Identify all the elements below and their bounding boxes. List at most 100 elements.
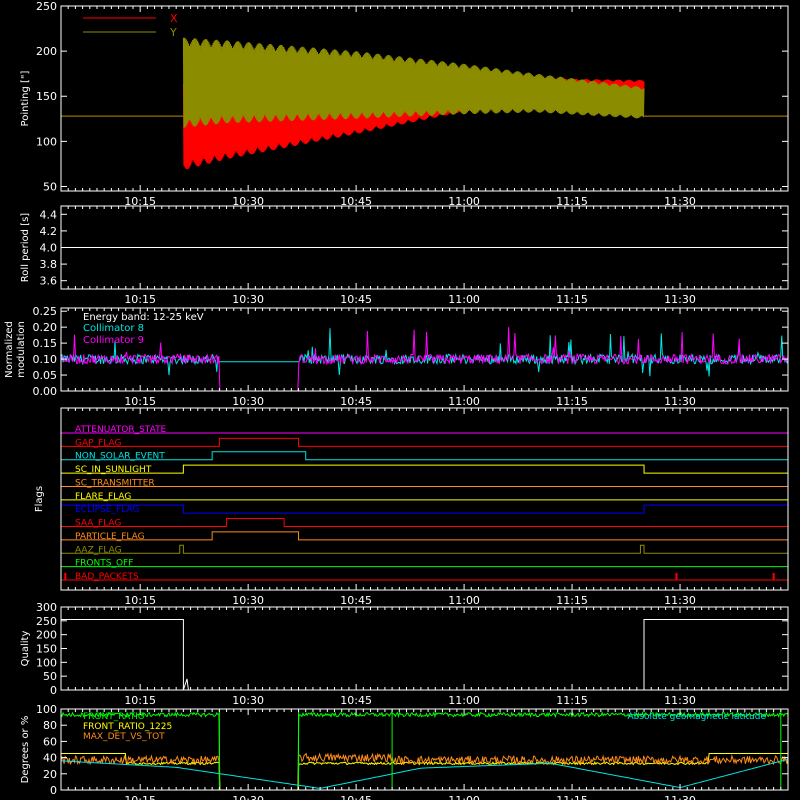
flag-label: BAD_PACKETS [75,572,139,582]
flag-label: GAP_FLAG [75,438,121,448]
x-tick-label: 11:15 [556,594,588,607]
legend-label: Collimator 9 [83,335,144,346]
axes-frame [60,5,789,192]
y-axis-label: Pointing ["] [20,70,31,126]
plot-area [61,37,788,170]
series-line [61,752,788,790]
y-tick-label: 0.20 [33,321,58,334]
x-tick-label: 11:30 [664,794,696,800]
y-tick-label: 0.00 [33,385,58,398]
plot-area [61,432,788,581]
series-line [61,711,788,790]
x-tick-label: 11:15 [556,293,588,306]
series-y-line [182,37,645,128]
x-tick-label: 11:00 [448,594,480,607]
x-tick-label: 10:15 [124,794,156,800]
x-tick-label: 11:00 [448,195,480,208]
flag-label: SC_TRANSMITTER [75,478,155,488]
x-tick-label: 11:30 [664,694,696,707]
panel-4: 10:15 10:30 10:45 11:00 11:15 11:30 Flags ATTEN… [34,407,789,607]
series-line [61,753,788,790]
x-tick-label: 10:45 [340,395,372,408]
legend-label: X [170,12,178,25]
energy-band-annotation: Energy band: 12-25 keV [83,312,204,323]
y-tick-label: 200 [36,45,57,58]
y-axis-label: Degrees or % [20,716,31,784]
y-tick-label: 0.10 [33,353,58,366]
series-collimator-line [61,327,788,391]
y-axis-label: Quality [20,631,31,667]
flag-line [61,531,788,541]
y-tick-label: 60 [43,735,57,748]
panel-5: 10:15 10:30 10:45 11:00 11:15 11:300501001502… [20,601,789,707]
y-tick-label: 100 [36,135,57,148]
y-tick-label: 50 [43,670,57,683]
x-tick-label: 11:00 [448,694,480,707]
x-tick-label: 10:30 [232,293,264,306]
x-tick-label: 11:00 [448,293,480,306]
x-tick-label: 11:30 [664,293,696,306]
flag-label: PARTICLE_FLAG [75,532,145,542]
y-tick-label: 0.05 [33,369,58,382]
y-tick-label: 4.2 [40,225,58,238]
y-axis-label: Roll period [s] [20,213,31,282]
x-tick-label: 10:30 [232,794,264,800]
flag-label: NON_SOLAR_EVENT [75,452,165,462]
x-tick-label: 11:00 [448,395,480,408]
x-tick-label: 10:45 [340,794,372,800]
y-tick-label: 250 [36,0,57,13]
x-tick-label: 11:15 [556,694,588,707]
flag-line [61,437,788,447]
y-tick-label: 0.15 [33,337,58,350]
x-tick-label: 11:30 [664,594,696,607]
x-tick-label: 10:45 [340,694,372,707]
legend-label: Absolute geomagnetic latitude [627,712,766,722]
legend-label: FRONT_RATIO [83,712,145,722]
x-tick-label: 11:15 [556,794,588,800]
x-tick-label: 11:30 [664,395,696,408]
y-tick-label: 40 [43,752,57,765]
flag-label: SC_IN_SUNLIGHT [75,465,152,475]
y-tick-label: 20 [43,768,57,781]
legend-label: MAX_DET_VS_TOT [83,732,165,742]
y-tick-label: 250 [36,615,57,628]
flag-label: ECLIPSE_FLAG [75,505,139,515]
y-tick-label: 150 [36,643,57,656]
panel-3: 10:15 10:30 10:45 11:00 11:15 11:30 0.00 0.05 0.… [4,305,789,408]
flag-line [61,504,788,514]
x-tick-label: 10:15 [124,293,156,306]
axes-frame [60,407,789,591]
x-tick-label: 10:45 [340,195,372,208]
x-tick-label: 11:15 [556,395,588,408]
flag-label: ATTENUATOR_STATE [75,425,167,435]
y-tick-label: 80 [43,719,57,732]
y-tick-label: 150 [36,90,57,103]
x-tick-label: 10:30 [232,395,264,408]
plot-area [61,327,788,391]
x-tick-label: 10:15 [124,195,156,208]
quality-line [61,619,788,690]
y-axis-label: Normalized [4,321,15,378]
panel-6: 10:15 10:30 10:45 11:00 11:15 11:30 0 20 40 60 80 1… [20,703,789,800]
y-tick-label: 100 [36,656,57,669]
y-tick-label: 4.4 [40,208,58,221]
legend-label: Collimator 8 [83,323,144,334]
plot-area [61,709,788,790]
x-tick-label: 10:15 [124,395,156,408]
y-axis-label: Flags [34,486,45,512]
y-tick-label: 100 [36,703,57,716]
axes-frame [60,307,789,392]
x-tick-label: 11:15 [556,195,588,208]
y-tick-label: 50 [43,180,57,193]
series-line [61,758,788,789]
flag-label: SAA_FLAG [75,519,121,529]
x-tick-label: 11:30 [664,195,696,208]
x-tick-label: 10:15 [124,694,156,707]
flag-line [61,544,788,554]
series-collimator-line [61,328,788,377]
y-axis-label: modulation [16,321,27,378]
y-tick-label: 200 [36,629,57,642]
y-tick-label: 3.6 [40,275,58,288]
legend-label: Y [169,26,177,39]
